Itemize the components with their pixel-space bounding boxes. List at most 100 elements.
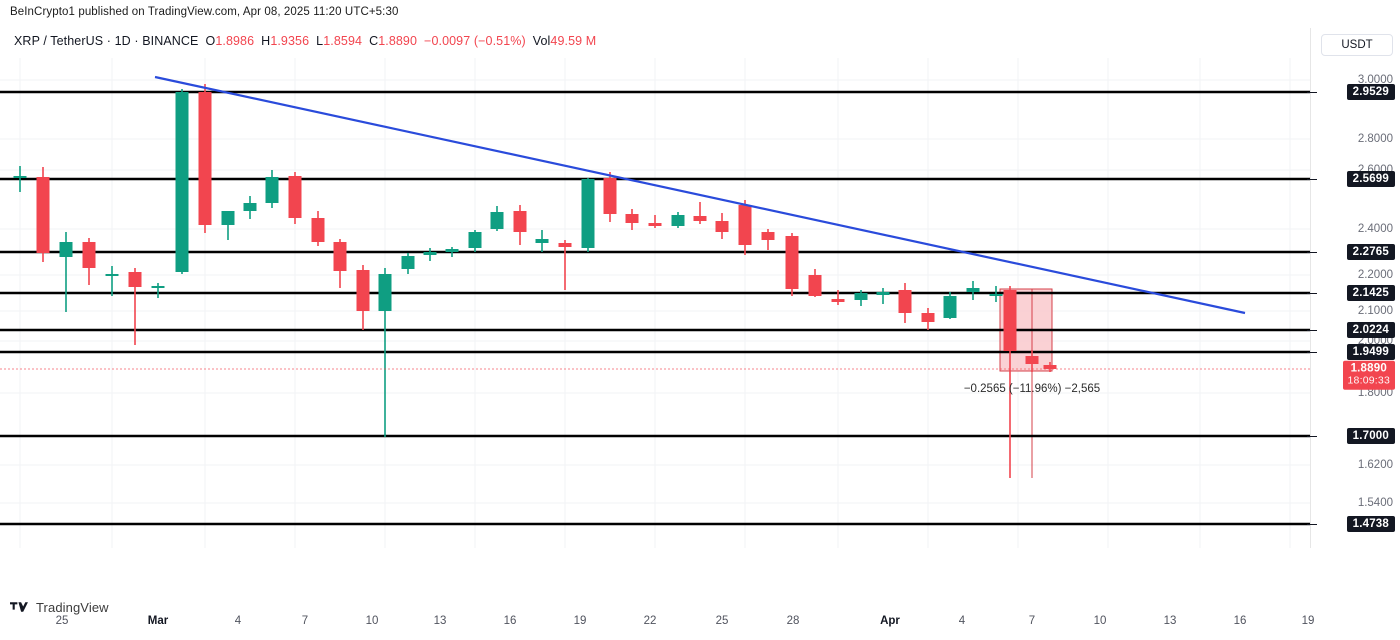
candle[interactable] (59, 232, 73, 312)
tradingview-logo-icon (10, 601, 29, 614)
price-level-label[interactable]: 2.1425 (1346, 285, 1395, 301)
date-tick-label: 4 (958, 615, 966, 627)
candle[interactable] (151, 283, 165, 298)
candle[interactable] (1025, 350, 1039, 372)
candle-body (535, 239, 549, 243)
date-tick-label: 25 (715, 615, 729, 627)
price-tick-label: 2.1000 (1357, 305, 1393, 317)
price-level-tick (1307, 330, 1317, 331)
candle-body (151, 286, 165, 288)
candle-body (693, 216, 707, 221)
candle-body (581, 179, 595, 248)
candle-body (59, 242, 73, 257)
chart-area[interactable]: −0.2565 (−11.96%) −2,565 25 Mar 4 7 10 13 16 19… (0, 58, 1314, 627)
date-tick-label: 13 (433, 615, 447, 627)
price-level-tick (1307, 92, 1317, 93)
price-axis-unit[interactable]: USDT (1321, 34, 1393, 56)
legend-close-key: C (369, 34, 379, 48)
price-level-label[interactable]: 2.5699 (1346, 171, 1395, 187)
candle[interactable] (898, 283, 912, 323)
x-axis[interactable]: 25 Mar 4 7 10 13 16 19 22 25 28 Apr 4 7 10 13 16 19 (0, 606, 1315, 640)
price-axis[interactable]: USDT 3.0000 2.8000 2.6000 2.4000 2.2000 2.100… (1307, 28, 1400, 548)
current-price-label[interactable]: 1.8890 18:09:33 (1342, 360, 1395, 390)
candle[interactable] (36, 167, 50, 262)
candle[interactable] (82, 238, 96, 285)
candle[interactable] (198, 84, 212, 233)
candle-body (288, 176, 302, 218)
candle[interactable] (738, 200, 752, 255)
candle[interactable] (761, 229, 775, 250)
candle[interactable] (921, 308, 935, 330)
legend-change: −0.0097 (−0.51%) (424, 34, 526, 48)
candle[interactable] (265, 170, 279, 208)
price-level-label[interactable]: 1.7000 (1346, 428, 1395, 444)
candlestick-plot[interactable]: −0.2565 (−11.96%) −2,565 (0, 58, 1310, 548)
candle-body (1043, 365, 1057, 369)
trendline[interactable] (154, 75, 1246, 315)
footer: TradingView (10, 600, 109, 615)
legend-exchange[interactable]: BINANCE (142, 34, 199, 48)
candle[interactable] (401, 253, 415, 274)
candle[interactable] (513, 205, 527, 245)
candle[interactable] (966, 281, 980, 300)
candle-body (558, 243, 572, 247)
candle-body (785, 236, 799, 289)
tradingview-brand: TradingView (36, 600, 109, 615)
candle[interactable] (625, 209, 639, 230)
candle[interactable] (603, 172, 617, 222)
candle[interactable] (221, 211, 235, 240)
price-level-tick (1307, 293, 1317, 294)
candle[interactable] (445, 247, 459, 257)
candle[interactable] (13, 166, 27, 192)
price-level-label[interactable]: 2.0224 (1346, 322, 1395, 338)
plot-svg: −0.2565 (−11.96%) −2,565 (0, 58, 1310, 548)
price-tick-label: 1.5400 (1357, 497, 1393, 509)
candle[interactable] (648, 215, 662, 228)
candle-body (671, 215, 685, 226)
candle[interactable] (175, 89, 189, 274)
price-level-label[interactable]: 1.9499 (1346, 344, 1395, 360)
candle[interactable] (693, 202, 707, 224)
candle[interactable] (356, 265, 370, 330)
date-tick-label: 16 (1233, 615, 1247, 627)
candle-body (738, 205, 752, 245)
candle[interactable] (468, 230, 482, 252)
candle[interactable] (333, 239, 347, 288)
candle[interactable] (876, 288, 890, 304)
candle[interactable] (715, 213, 729, 239)
candle[interactable] (288, 172, 302, 224)
candle[interactable] (378, 268, 392, 437)
candle[interactable] (105, 266, 119, 296)
candle[interactable] (808, 269, 822, 297)
candle-body (243, 203, 257, 211)
candle[interactable] (423, 248, 437, 261)
candle[interactable] (671, 212, 685, 228)
candle[interactable] (490, 206, 504, 231)
candle[interactable] (581, 178, 595, 252)
candle[interactable] (311, 211, 325, 246)
price-level-label[interactable]: 1.4738 (1346, 516, 1395, 532)
candle[interactable] (243, 196, 257, 219)
candle-body (989, 294, 1003, 296)
candle[interactable] (785, 233, 799, 296)
date-tick-label: 16 (503, 615, 517, 627)
candle[interactable] (1003, 286, 1017, 478)
candle-body (876, 292, 890, 295)
legend-open-value: 1.8986 (215, 34, 255, 48)
candle-body (966, 288, 980, 292)
candle-body (356, 270, 370, 311)
candle[interactable] (854, 290, 868, 306)
candle[interactable] (128, 268, 142, 345)
candle[interactable] (831, 290, 845, 305)
candle[interactable] (943, 292, 957, 319)
date-tick-label: 19 (573, 615, 587, 627)
candle[interactable] (1043, 362, 1057, 372)
price-tick-label: 2.2000 (1357, 269, 1393, 281)
legend-interval[interactable]: 1D (114, 34, 131, 48)
price-level-label[interactable]: 2.2765 (1346, 244, 1395, 260)
candle[interactable] (558, 240, 572, 290)
candle[interactable] (989, 286, 1003, 302)
candle[interactable] (535, 230, 549, 252)
legend-symbol[interactable]: XRP / TetherUS (14, 34, 104, 48)
price-level-label[interactable]: 2.9529 (1346, 84, 1395, 100)
